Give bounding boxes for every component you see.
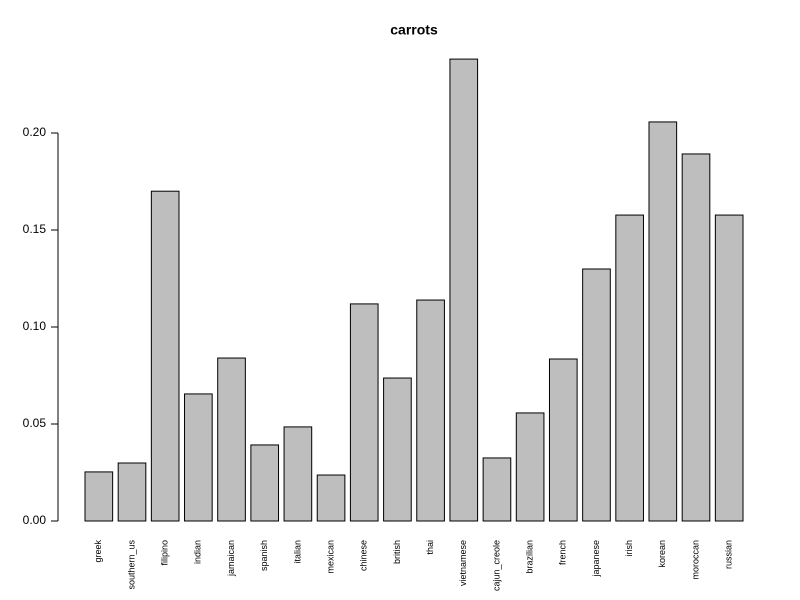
y-tick-label: 0.15 — [23, 222, 47, 236]
x-tick-label: korean — [657, 540, 667, 568]
x-tick-label: mexican — [325, 540, 335, 574]
bar — [515, 412, 545, 522]
x-tick-label: cajun_creole — [491, 540, 501, 591]
bar — [217, 357, 246, 522]
x-tick-label: french — [558, 540, 568, 565]
x-tick-label: italian — [292, 540, 302, 564]
x-tick-label: indian — [193, 540, 203, 564]
bar — [117, 462, 147, 522]
bar — [482, 457, 512, 522]
bar — [615, 214, 644, 522]
x-tick-label: brazilian — [524, 540, 534, 574]
bar — [582, 268, 611, 522]
y-tick-label: 0.20 — [23, 125, 47, 139]
bar — [714, 214, 744, 522]
bar — [648, 121, 678, 522]
x-tick-label: moroccan — [690, 540, 700, 580]
chart-title: carrots — [390, 22, 438, 38]
bar — [548, 358, 578, 522]
y-tick-label: 0.05 — [23, 416, 47, 430]
x-tick-label: southern_us — [126, 540, 136, 590]
x-tick-label: chinese — [359, 540, 369, 571]
x-tick-label: irish — [624, 540, 634, 557]
y-tick-label: 0.10 — [23, 319, 47, 333]
x-tick-label: jamaican — [226, 540, 236, 577]
bar — [383, 377, 412, 522]
bar — [84, 471, 114, 522]
bar — [416, 299, 445, 522]
x-tick-label: greek — [93, 540, 103, 563]
x-tick-label: russian — [724, 540, 734, 569]
x-tick-label: thai — [425, 540, 435, 555]
x-tick-label: vietnamese — [458, 540, 468, 586]
x-tick-label: spanish — [259, 540, 269, 571]
bar — [184, 393, 213, 522]
bar — [349, 303, 379, 522]
bar — [250, 444, 280, 522]
bar — [316, 474, 346, 522]
bar — [150, 190, 180, 522]
bar — [449, 58, 479, 522]
x-tick-label: british — [392, 540, 402, 564]
y-tick-label: 0.00 — [23, 513, 47, 527]
bar — [283, 426, 313, 522]
x-tick-label: filipino — [160, 540, 170, 566]
x-tick-label: japanese — [591, 540, 601, 578]
bar — [681, 153, 711, 522]
